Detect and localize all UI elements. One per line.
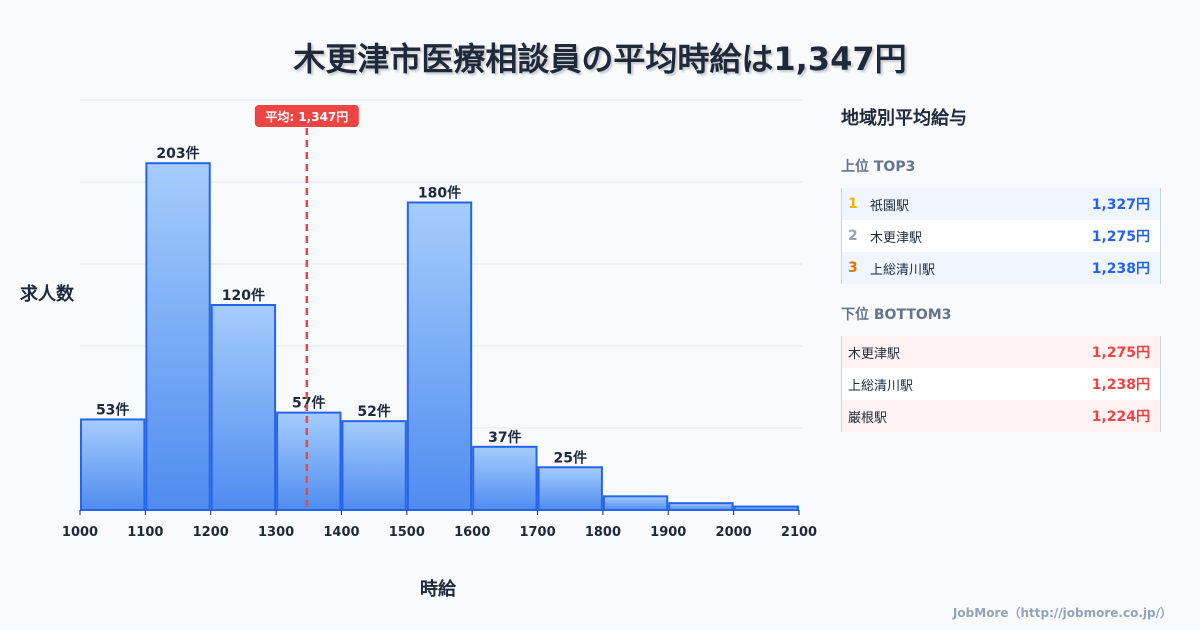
x-axis-label: 時給 <box>420 579 456 600</box>
bar-data-label: 203件 <box>156 145 199 162</box>
x-tick-label: 2000 <box>716 525 752 540</box>
histogram-bar <box>733 505 799 512</box>
bar-data-label: 180件 <box>418 185 461 202</box>
x-tick-label: 1300 <box>258 525 294 540</box>
bottom3-heading: 下位 BOTTOM3 <box>841 307 952 323</box>
x-tick-label: 1500 <box>389 525 425 540</box>
salary-value: 1,224円 <box>1091 409 1150 425</box>
rank: 2 <box>848 228 858 244</box>
page-title: 木更津市医療相談員の平均時給は1,347円 <box>293 40 907 78</box>
bottom3-table: 木更津駅 1,275円 上総清川駅 1,238円 巌根駅 1,224円 <box>841 336 1161 432</box>
histogram-bar <box>80 418 146 512</box>
table-row: 巌根駅 1,224円 <box>842 400 1160 432</box>
histogram-chart: 53件 203件 120件 57件 52件 180件 37件 25件 1000 1100 1200 1… <box>62 99 817 540</box>
x-tick-label: 1000 <box>62 525 98 540</box>
bar-data-label: 57件 <box>292 395 325 412</box>
salary-value: 1,327円 <box>1091 197 1150 213</box>
histogram-bar <box>210 304 277 511</box>
x-tick-label: 1900 <box>650 525 686 540</box>
mean-label: 平均: 1,347円 <box>265 109 348 124</box>
rank: 1 <box>848 196 858 212</box>
salary-value: 1,275円 <box>1091 229 1150 245</box>
footer-credit: JobMore（http://jobmore.co.jp/） <box>952 606 1172 620</box>
bar-data-label: 52件 <box>357 403 390 420</box>
x-tick-label: 1800 <box>585 525 621 540</box>
histogram-bar <box>602 495 669 512</box>
station-name: 上総清川駅 <box>870 262 936 278</box>
table-row: 上総清川駅 1,238円 <box>842 368 1160 400</box>
histogram-bar <box>668 502 734 511</box>
histogram-bar <box>537 466 603 511</box>
y-axis-label: 求人数 <box>20 284 74 305</box>
histogram-bar <box>145 162 211 511</box>
x-tick-label: 1400 <box>323 525 359 540</box>
x-tick-label: 1700 <box>519 525 555 540</box>
x-tick-label: 1600 <box>454 525 490 540</box>
regional-salary-panel: 地域別平均給与 上位 TOP3 1 祇園駅 1,327円 2 木更津駅 1,275円 3… <box>841 104 1161 452</box>
histogram-bar <box>472 445 538 511</box>
station-name: 上総清川駅 <box>848 378 914 394</box>
station-name: 巌根駅 <box>848 410 888 426</box>
histogram-bar <box>276 411 342 511</box>
table-row: 木更津駅 1,275円 <box>842 336 1160 368</box>
table-row: 3 上総清川駅 1,238円 <box>842 252 1160 284</box>
bar-data-label: 120件 <box>222 287 265 304</box>
salary-value: 1,238円 <box>1091 377 1150 393</box>
mean-badge <box>254 105 359 127</box>
bar-data-label: 25件 <box>553 449 586 466</box>
x-tick-label: 1200 <box>193 525 229 540</box>
histogram-bar <box>406 201 473 511</box>
station-name: 祇園駅 <box>870 198 910 214</box>
salary-value: 1,238円 <box>1091 261 1150 277</box>
x-tick-label: 2100 <box>781 525 817 540</box>
top3-heading: 上位 TOP3 <box>841 159 916 175</box>
bar-data-label: 53件 <box>96 401 129 418</box>
station-name: 木更津駅 <box>870 230 923 246</box>
x-tick-label: 1100 <box>127 525 163 540</box>
top3-table: 1 祇園駅 1,327円 2 木更津駅 1,275円 3 上総清川駅 1,238円 <box>841 188 1161 284</box>
salary-value: 1,275円 <box>1091 345 1150 361</box>
table-row: 2 木更津駅 1,275円 <box>842 220 1160 252</box>
rank: 3 <box>848 260 858 276</box>
histogram-bar <box>341 420 407 511</box>
station-name: 木更津駅 <box>848 346 901 362</box>
table-row: 1 祇園駅 1,327円 <box>842 188 1160 220</box>
panel-title: 地域別平均給与 <box>841 108 967 129</box>
bar-data-label: 37件 <box>488 429 521 446</box>
